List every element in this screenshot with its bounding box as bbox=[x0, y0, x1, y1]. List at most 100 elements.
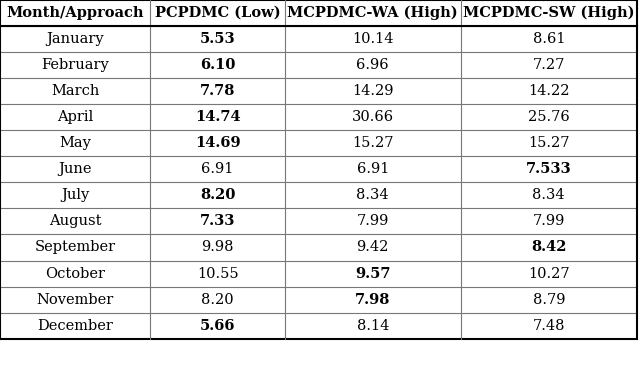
Bar bbox=[0, 26, 150, 52]
Bar bbox=[285, 156, 461, 182]
Text: PCPDMC (Low): PCPDMC (Low) bbox=[155, 6, 280, 20]
Bar bbox=[150, 209, 285, 234]
Text: 7.48: 7.48 bbox=[532, 319, 565, 333]
Bar bbox=[285, 209, 461, 234]
Text: Month/Approach: Month/Approach bbox=[6, 6, 144, 20]
Bar bbox=[150, 130, 285, 156]
Text: 14.22: 14.22 bbox=[528, 84, 570, 98]
Text: 8.20: 8.20 bbox=[200, 189, 236, 202]
Text: 6.10: 6.10 bbox=[200, 58, 236, 72]
Bar bbox=[150, 104, 285, 130]
Bar bbox=[285, 261, 461, 287]
Bar bbox=[461, 313, 637, 339]
Bar bbox=[0, 78, 150, 104]
Text: 7.99: 7.99 bbox=[532, 214, 565, 229]
Bar bbox=[461, 209, 637, 234]
Bar bbox=[285, 234, 461, 261]
Text: 9.98: 9.98 bbox=[202, 241, 234, 254]
Bar bbox=[150, 234, 285, 261]
Text: 5.53: 5.53 bbox=[200, 32, 236, 46]
Bar bbox=[285, 0, 461, 26]
Text: 7.78: 7.78 bbox=[200, 84, 236, 98]
Text: January: January bbox=[46, 32, 104, 46]
Bar bbox=[150, 261, 285, 287]
Bar bbox=[150, 26, 285, 52]
Text: July: July bbox=[61, 189, 90, 202]
Text: November: November bbox=[36, 292, 114, 307]
Bar bbox=[461, 234, 637, 261]
Text: August: August bbox=[49, 214, 102, 229]
Bar bbox=[285, 104, 461, 130]
Bar bbox=[461, 0, 637, 26]
Text: February: February bbox=[42, 58, 109, 72]
Text: 6.91: 6.91 bbox=[202, 162, 234, 176]
Text: 5.66: 5.66 bbox=[200, 319, 236, 333]
Text: 8.14: 8.14 bbox=[356, 319, 389, 333]
Bar bbox=[461, 104, 637, 130]
Text: 15.27: 15.27 bbox=[352, 136, 394, 150]
Text: 10.27: 10.27 bbox=[528, 267, 570, 281]
Text: May: May bbox=[60, 136, 91, 150]
Bar bbox=[0, 287, 150, 313]
Bar bbox=[285, 52, 461, 78]
Text: April: April bbox=[57, 110, 93, 124]
Bar bbox=[461, 287, 637, 313]
Text: 8.79: 8.79 bbox=[532, 292, 565, 307]
Bar bbox=[285, 130, 461, 156]
Bar bbox=[0, 313, 150, 339]
Bar bbox=[0, 182, 150, 209]
Text: 7.99: 7.99 bbox=[356, 214, 389, 229]
Bar bbox=[0, 0, 150, 26]
Text: 25.76: 25.76 bbox=[528, 110, 570, 124]
Text: 10.14: 10.14 bbox=[352, 32, 394, 46]
Text: 14.29: 14.29 bbox=[352, 84, 394, 98]
Bar bbox=[461, 52, 637, 78]
Text: 6.96: 6.96 bbox=[356, 58, 389, 72]
Bar bbox=[150, 0, 285, 26]
Text: March: March bbox=[51, 84, 99, 98]
Text: 8.20: 8.20 bbox=[202, 292, 234, 307]
Bar bbox=[461, 261, 637, 287]
Text: 8.61: 8.61 bbox=[532, 32, 565, 46]
Text: 7.27: 7.27 bbox=[532, 58, 565, 72]
Text: 8.42: 8.42 bbox=[531, 241, 566, 254]
Text: 8.34: 8.34 bbox=[356, 189, 389, 202]
Text: 14.74: 14.74 bbox=[195, 110, 241, 124]
Bar bbox=[150, 287, 285, 313]
Text: December: December bbox=[37, 319, 113, 333]
Bar bbox=[461, 78, 637, 104]
Text: MCPDMC-SW (High): MCPDMC-SW (High) bbox=[463, 6, 634, 20]
Bar bbox=[0, 209, 150, 234]
Text: September: September bbox=[35, 241, 116, 254]
Bar bbox=[285, 287, 461, 313]
Bar bbox=[0, 261, 150, 287]
Text: 6.91: 6.91 bbox=[356, 162, 389, 176]
Bar bbox=[150, 52, 285, 78]
Text: 7.33: 7.33 bbox=[200, 214, 236, 229]
Bar bbox=[0, 234, 150, 261]
Text: 30.66: 30.66 bbox=[352, 110, 394, 124]
Text: 8.34: 8.34 bbox=[532, 189, 565, 202]
Bar bbox=[285, 26, 461, 52]
Bar bbox=[285, 78, 461, 104]
Bar bbox=[285, 182, 461, 209]
Text: June: June bbox=[58, 162, 92, 176]
Text: MCPDMC-WA (High): MCPDMC-WA (High) bbox=[287, 6, 458, 20]
Bar bbox=[0, 52, 150, 78]
Bar bbox=[461, 130, 637, 156]
Text: 9.42: 9.42 bbox=[356, 241, 389, 254]
Bar bbox=[0, 104, 150, 130]
Bar bbox=[150, 182, 285, 209]
Bar bbox=[150, 78, 285, 104]
Bar bbox=[461, 26, 637, 52]
Bar bbox=[150, 313, 285, 339]
Text: 9.57: 9.57 bbox=[355, 267, 390, 281]
Text: 15.27: 15.27 bbox=[528, 136, 570, 150]
Bar bbox=[461, 156, 637, 182]
Bar bbox=[150, 156, 285, 182]
Text: 10.55: 10.55 bbox=[196, 267, 239, 281]
Bar bbox=[285, 313, 461, 339]
Bar bbox=[461, 182, 637, 209]
Bar bbox=[0, 130, 150, 156]
Text: 7.98: 7.98 bbox=[355, 292, 390, 307]
